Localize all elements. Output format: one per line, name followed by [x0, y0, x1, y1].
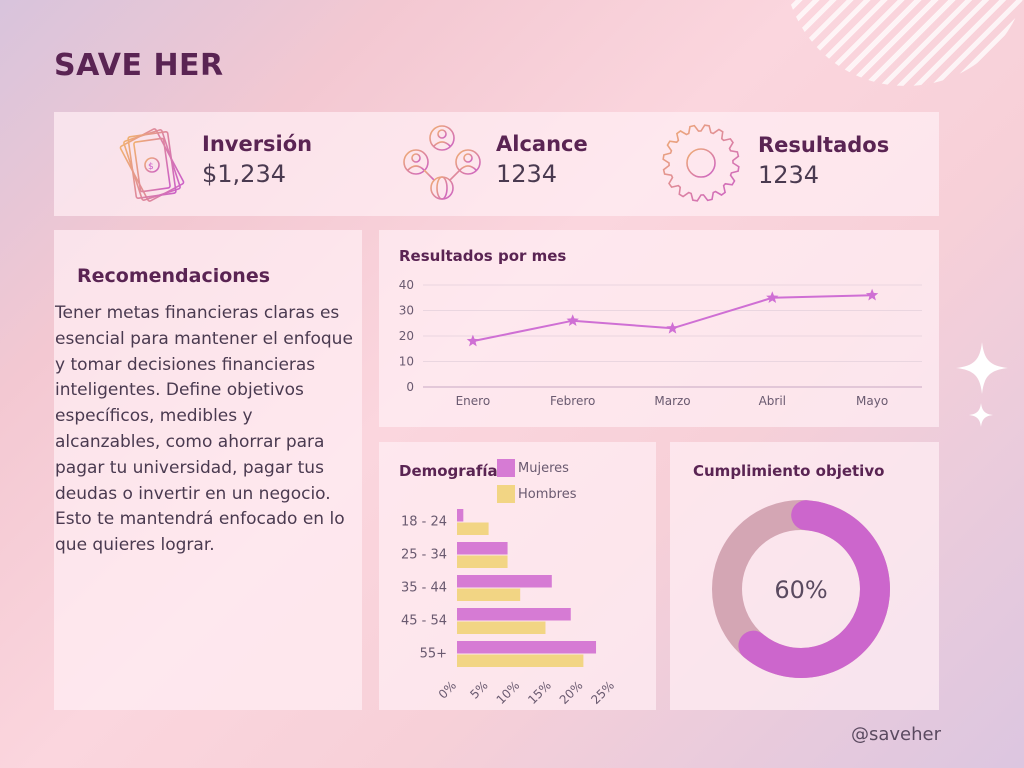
data-point	[666, 321, 679, 334]
decorative-striped-circle	[784, 0, 1024, 86]
kpi-value: $1,234	[202, 160, 286, 188]
svg-text:$: $	[148, 162, 154, 172]
bar	[457, 542, 508, 555]
y-tick-label: 30	[399, 304, 414, 318]
category-label: 35 - 44	[401, 581, 447, 596]
bar	[457, 621, 546, 634]
y-tick-label: 0	[406, 380, 414, 394]
data-point	[566, 314, 579, 326]
category-label: 25 - 34	[401, 548, 447, 563]
chart-title: Cumplimiento objetivo	[693, 462, 885, 480]
kpi-value: 1234	[758, 161, 820, 189]
bar	[457, 555, 508, 568]
kpi-resultados: Resultados 1234	[660, 112, 920, 216]
goal-panel: Cumplimiento objetivo 60%	[670, 442, 939, 710]
kpi-inversion: $ Inversión $1,234	[114, 112, 374, 216]
bar	[457, 654, 584, 667]
bar	[457, 608, 571, 621]
chart-title: Demografía	[399, 462, 498, 480]
brand-title: SAVE HER	[54, 48, 224, 83]
line-chart: 0 10 20 30 40 Enero Febrero Marzo Abril Mayo	[399, 278, 922, 408]
kpi-label: Inversión	[202, 132, 313, 156]
category-label: 55+	[420, 647, 447, 662]
x-tick-label: Abril	[759, 394, 786, 408]
donut-chart: 60%	[712, 500, 890, 678]
y-tick-label: 20	[399, 329, 414, 343]
legend-swatch	[497, 459, 515, 477]
data-point	[766, 291, 779, 304]
donut-center-label: 60%	[774, 576, 827, 604]
gear-outline	[662, 124, 740, 202]
recommendations-title: Recomendaciones	[77, 265, 271, 287]
x-tick-label: Marzo	[654, 394, 690, 408]
category-label: 18 - 24	[401, 515, 447, 530]
x-tick-label: 20%	[557, 678, 586, 707]
legend-label: Hombres	[518, 487, 577, 502]
chart-title: Resultados por mes	[399, 247, 567, 265]
data-point	[865, 288, 879, 301]
bar	[457, 509, 464, 522]
series-line	[472, 294, 873, 343]
recommendations-panel: Recomendaciones Tener metas financieras …	[54, 230, 362, 710]
kpi-panel: $ Inversión $1,234 Alcance 1234 Resultad…	[54, 112, 939, 216]
sparkle-icon	[956, 342, 1008, 394]
y-tick-label: 10	[399, 355, 414, 369]
money-bills-icon: $	[119, 128, 185, 202]
category-label: 45 - 54	[401, 614, 447, 629]
gear-icon	[662, 124, 740, 202]
bar	[457, 641, 597, 654]
data-point	[466, 334, 480, 347]
x-tick-label: 0%	[436, 678, 459, 701]
bar-chart: Mujeres Hombres 18 - 24 25 - 34 35 - 44 45 - …	[401, 459, 617, 707]
kpi-label: Alcance	[496, 132, 588, 156]
line-chart-panel: Resultados por mes 0 10 20 30 40 Enero Febrero…	[379, 230, 939, 427]
kpi-alcance: Alcance 1234	[402, 112, 642, 216]
legend-label: Mujeres	[518, 461, 569, 476]
x-tick-label: 15%	[525, 678, 554, 707]
legend-swatch	[497, 485, 515, 503]
x-tick-label: 25%	[588, 678, 617, 707]
donut-value-arc	[738, 500, 890, 678]
x-tick-label: Enero	[456, 394, 491, 408]
y-tick-label: 40	[399, 278, 414, 292]
x-tick-label: 10%	[494, 678, 523, 707]
bar	[457, 522, 489, 535]
x-tick-label: 5%	[467, 678, 490, 701]
kpi-label: Resultados	[758, 133, 890, 157]
bar	[457, 575, 552, 588]
x-tick-label: Mayo	[856, 394, 888, 408]
social-handle: @saveher	[851, 724, 942, 745]
kpi-value: 1234	[496, 160, 558, 188]
x-tick-label: Febrero	[550, 394, 595, 408]
people-network-icon	[403, 125, 481, 200]
sparkle-icon	[969, 403, 993, 427]
demographics-panel: Demografía Mujeres Hombres 18 - 24 25 - 34 3…	[379, 442, 656, 710]
bar	[457, 588, 521, 601]
recommendations-text: Tener metas financieras claras es esenci…	[55, 303, 353, 556]
